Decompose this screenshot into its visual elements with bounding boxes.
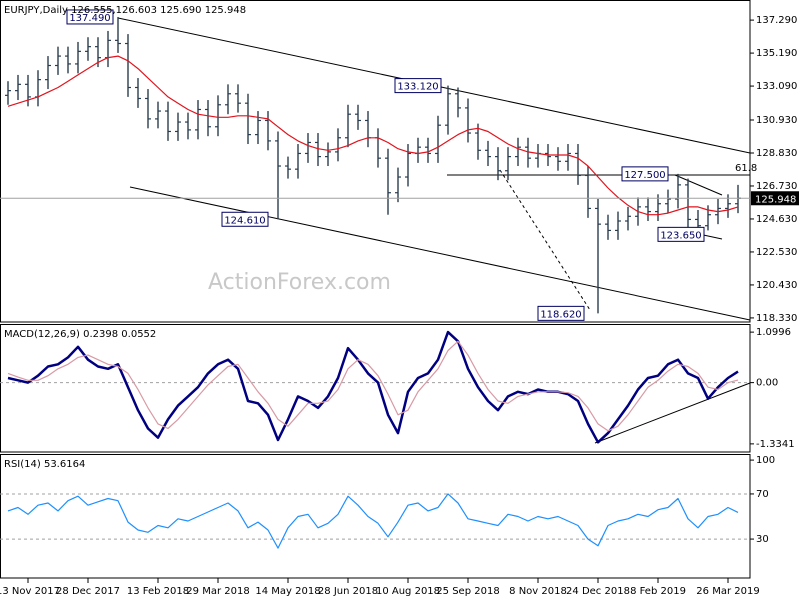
x-tick-label: 29 Mar 2018 (186, 586, 249, 597)
last-price-box (751, 191, 799, 206)
y-tick-label: 70 (756, 489, 769, 500)
y-tick-label: 100 (756, 455, 775, 466)
watermark: ActionForex.com (208, 270, 391, 295)
fib-label: 61.8 (735, 163, 757, 174)
x-tick-label: 14 May 2018 (255, 586, 320, 597)
x-tick-label: 28 Jun 2018 (318, 586, 378, 597)
annotation-label: 133.120 (397, 82, 438, 93)
series-line (7, 330, 739, 444)
y-tick-label: 118.330 (756, 313, 797, 324)
y-tick-label: 133.090 (756, 81, 797, 92)
macd-frame (0, 324, 751, 453)
y-tick-label: 1.0996 (756, 327, 791, 338)
y-tick-label: 120.430 (756, 280, 797, 291)
panel-title: RSI(14) 53.6164 (4, 459, 85, 470)
rsi-frame (0, 454, 751, 579)
y-tick-label: 137.290 (756, 15, 797, 26)
annotation-box (394, 78, 442, 94)
y-tick-label: 30 (756, 534, 769, 545)
frames (0, 0, 751, 579)
macd-support (594, 382, 751, 444)
annotation-label: 127.500 (624, 170, 665, 181)
last-price-label: 125.948 (755, 194, 796, 205)
y-tick-label: 124.630 (756, 214, 797, 225)
series-line (7, 493, 739, 549)
annotation-box (537, 305, 585, 321)
y-tick-label: 130.930 (756, 115, 797, 126)
annotation-box (221, 211, 269, 227)
annotation-label: 118.620 (540, 309, 581, 320)
y-tick-label: 128.830 (756, 148, 797, 159)
x-tick-label: 26 Mar 2019 (696, 586, 759, 597)
annotation-label: 124.610 (224, 215, 265, 226)
y-tick-label: -1.3341 (756, 439, 795, 450)
x-tick-label: 24 Dec 2018 (566, 586, 630, 597)
annotation-label: 137.490 (69, 13, 110, 24)
x-tick-label: 10 Aug 2018 (376, 586, 440, 597)
annotation-box (66, 9, 114, 25)
y-tick-label: 126.730 (756, 181, 797, 192)
y-tick-label: 122.530 (756, 247, 797, 258)
series-line (7, 340, 739, 432)
projection (499, 169, 591, 311)
annotation-label: 123.650 (660, 230, 701, 241)
price-frame (0, 0, 751, 323)
series-line (7, 55, 739, 216)
panel-title: MACD(12,26,9) 0.2398 0.0552 (4, 329, 156, 340)
x-tick-label: 25 Sep 2018 (436, 586, 499, 597)
annotation-box (657, 226, 705, 242)
wedge-top (674, 174, 723, 196)
x-tick-label: 8 Nov 2018 (509, 586, 567, 597)
x-tick-label: 8 Feb 2019 (630, 586, 686, 597)
x-tick-label: 13 Feb 2018 (127, 586, 189, 597)
x-tick-label: 28 Dec 2017 (56, 586, 120, 597)
y-tick-label: 0.00 (756, 378, 778, 389)
panel-title: EURJPY,Daily 126.555,126.603 125.690 125… (4, 5, 246, 16)
lower-channel (129, 186, 751, 321)
x-tick-label: 13 Nov 2017 (0, 586, 60, 597)
y-tick-label: 135.190 (756, 48, 797, 59)
annotation-box (621, 166, 669, 182)
trendlines (117, 17, 751, 444)
